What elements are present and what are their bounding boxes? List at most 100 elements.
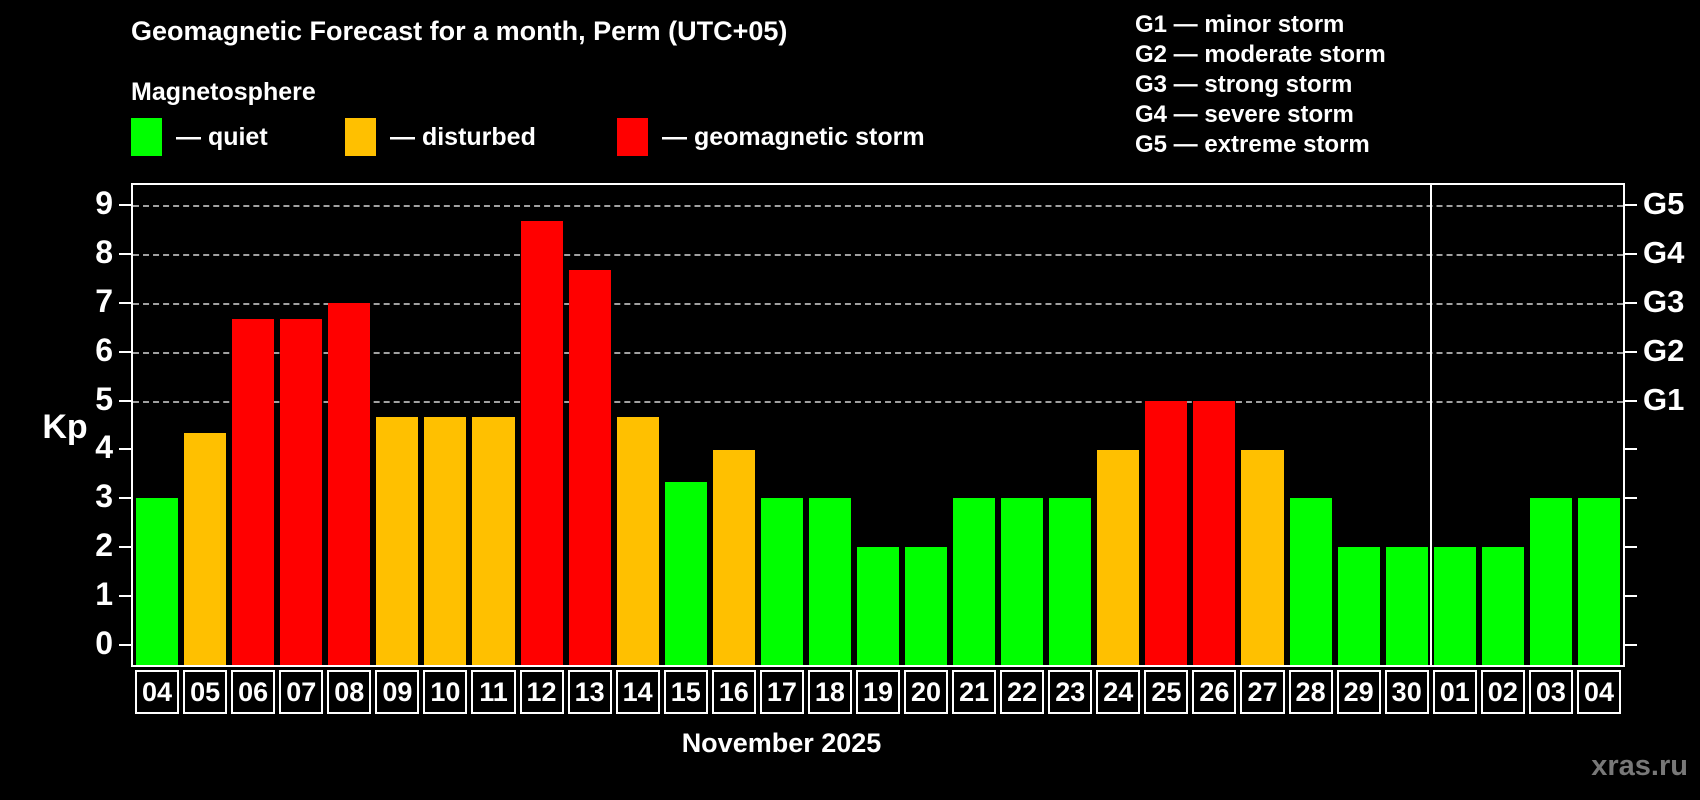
g-legend-line-g4: G4 — severe storm xyxy=(1135,101,1354,128)
g-legend-line-g2: G2 — moderate storm xyxy=(1135,41,1386,68)
y-tick-label-5: 5 xyxy=(95,380,113,417)
day-label-nov-11: 11 xyxy=(471,670,516,714)
day-label-nov-30: 30 xyxy=(1384,670,1429,714)
gridline-kp-7 xyxy=(133,302,1623,305)
kp-bar-day-07 xyxy=(280,318,323,665)
day-label-nov-10: 10 xyxy=(423,670,468,714)
day-label-nov-17: 17 xyxy=(759,670,804,714)
left-tick-6 xyxy=(119,350,131,353)
gridline-kp-8 xyxy=(133,253,1623,256)
right-tick-3 xyxy=(1625,497,1637,500)
kp-bar-day-26 xyxy=(1193,400,1236,665)
legend-label-quiet: — quiet xyxy=(176,122,268,151)
kp-bar-day-01 xyxy=(1433,547,1476,665)
kp-bar-day-04 xyxy=(1577,498,1620,665)
right-axis-label-g1: G1 xyxy=(1643,381,1685,417)
kp-bar-day-11 xyxy=(472,416,515,665)
day-label-dec-03: 03 xyxy=(1528,670,1573,714)
day-label-dec-01: 01 xyxy=(1432,670,1477,714)
kp-bar-day-09 xyxy=(376,416,419,665)
y-tick-label-7: 7 xyxy=(95,282,113,319)
right-axis-label-g5: G5 xyxy=(1643,185,1685,221)
chart-title: Geomagnetic Forecast for a month, Perm (… xyxy=(131,16,788,46)
right-axis-label-g4: G4 xyxy=(1643,234,1685,270)
right-tick-4 xyxy=(1625,448,1637,451)
left-tick-1 xyxy=(119,595,131,598)
kp-bar-day-24 xyxy=(1097,449,1140,665)
y-tick-label-8: 8 xyxy=(95,233,113,270)
y-tick-label-0: 0 xyxy=(95,625,113,662)
g-legend-line-g5: G5 — extreme storm xyxy=(1135,131,1370,158)
day-label-nov-07: 07 xyxy=(279,670,324,714)
storm-color-swatch xyxy=(617,118,648,156)
left-tick-2 xyxy=(119,546,131,549)
gridline-kp-6 xyxy=(133,351,1623,354)
y-tick-label-3: 3 xyxy=(95,478,113,515)
plot-area xyxy=(131,183,1625,667)
legend-item-disturbed: — disturbed xyxy=(345,118,536,156)
day-label-nov-12: 12 xyxy=(519,670,564,714)
day-label-nov-05: 05 xyxy=(183,670,228,714)
right-tick-5 xyxy=(1625,399,1637,402)
legend-label-disturbed: — disturbed xyxy=(390,122,536,151)
kp-bar-day-15 xyxy=(664,482,707,665)
g-legend-line-g3: G3 — strong storm xyxy=(1135,71,1353,98)
kp-bar-day-21 xyxy=(953,498,996,665)
y-axis-title: Kp xyxy=(42,408,88,446)
y-tick-label-1: 1 xyxy=(95,576,113,613)
gridline-kp-5 xyxy=(133,400,1623,403)
day-label-nov-24: 24 xyxy=(1096,670,1141,714)
kp-bar-day-05 xyxy=(184,433,227,665)
right-tick-7 xyxy=(1625,301,1637,304)
quiet-color-swatch xyxy=(131,118,162,156)
g-legend-line-g1: G1 — minor storm xyxy=(1135,11,1345,38)
kp-bar-day-19 xyxy=(856,547,900,665)
left-tick-9 xyxy=(119,203,131,206)
legend-item-quiet: — quiet xyxy=(131,118,268,156)
day-label-nov-28: 28 xyxy=(1288,670,1333,714)
kp-bar-day-04 xyxy=(136,498,179,665)
right-tick-6 xyxy=(1625,350,1637,353)
day-label-dec-02: 02 xyxy=(1480,670,1525,714)
day-label-nov-22: 22 xyxy=(1000,670,1045,714)
day-label-nov-26: 26 xyxy=(1192,670,1237,714)
chart-subtitle: Magnetosphere xyxy=(131,78,316,106)
day-label-nov-19: 19 xyxy=(855,670,901,714)
day-label-nov-14: 14 xyxy=(615,670,660,714)
y-tick-label-9: 9 xyxy=(95,184,113,221)
legend-label-storm: — geomagnetic storm xyxy=(662,122,925,151)
day-label-nov-23: 23 xyxy=(1048,670,1093,714)
kp-bar-day-22 xyxy=(1001,498,1044,665)
day-label-nov-08: 08 xyxy=(327,670,372,714)
left-tick-4 xyxy=(119,448,131,451)
y-tick-label-6: 6 xyxy=(95,331,113,368)
x-axis-title: November 2025 xyxy=(681,728,882,758)
day-label-nov-27: 27 xyxy=(1240,670,1285,714)
right-tick-2 xyxy=(1625,546,1637,549)
kp-bar-day-14 xyxy=(616,416,659,665)
right-axis-label-g3: G3 xyxy=(1643,283,1685,319)
kp-bar-day-02 xyxy=(1481,547,1524,665)
kp-bar-day-20 xyxy=(905,547,948,665)
kp-bar-day-13 xyxy=(568,269,611,665)
kp-bar-day-03 xyxy=(1529,498,1572,665)
y-tick-label-2: 2 xyxy=(95,527,113,564)
day-label-nov-06: 06 xyxy=(231,670,276,714)
day-label-nov-04: 04 xyxy=(135,670,180,714)
right-tick-8 xyxy=(1625,252,1637,255)
day-label-nov-20: 20 xyxy=(904,670,949,714)
g-scale-legend: G1 — minor storm G2 — moderate storm G3 … xyxy=(1135,10,1386,160)
day-label-nov-16: 16 xyxy=(711,670,756,714)
day-label-nov-13: 13 xyxy=(567,670,612,714)
gridline-kp-9 xyxy=(133,204,1623,207)
kp-bar-day-30 xyxy=(1385,547,1428,665)
right-tick-0 xyxy=(1625,644,1637,647)
right-tick-9 xyxy=(1625,203,1637,206)
left-tick-8 xyxy=(119,252,131,255)
left-tick-3 xyxy=(119,497,131,500)
watermark: xras.ru xyxy=(1591,750,1688,782)
left-tick-7 xyxy=(119,301,131,304)
kp-bar-day-29 xyxy=(1337,547,1380,665)
right-tick-1 xyxy=(1625,595,1637,598)
left-tick-0 xyxy=(119,644,131,647)
